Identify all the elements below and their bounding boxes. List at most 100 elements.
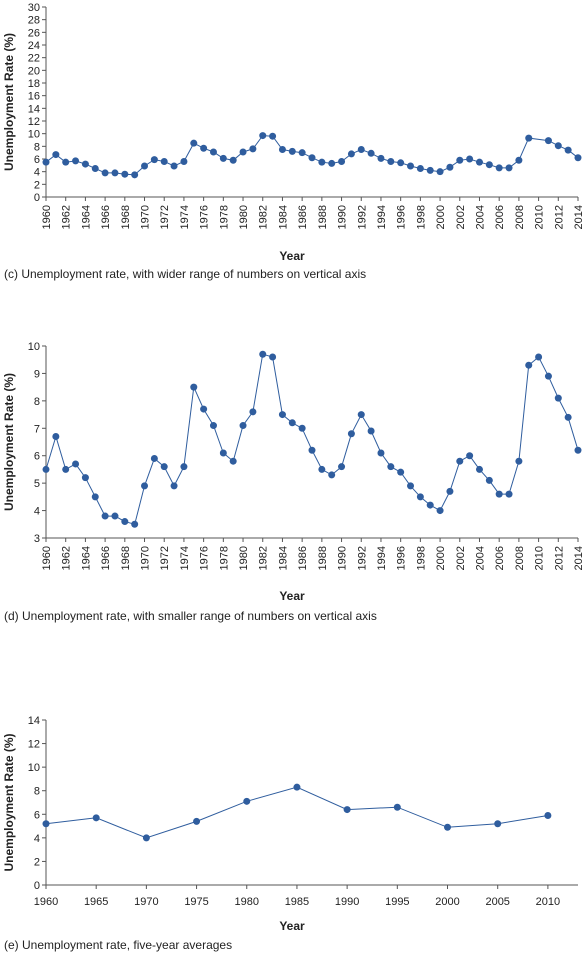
data-point — [485, 476, 493, 484]
y-tick-label: 14 — [28, 715, 40, 727]
data-point — [62, 465, 70, 473]
data-point — [505, 164, 513, 172]
data-point — [193, 817, 201, 825]
x-tick-label: 1982 — [258, 546, 270, 570]
x-tick-label: 1972 — [159, 205, 171, 229]
data-point — [229, 156, 237, 164]
data-point — [269, 353, 277, 361]
data-point — [288, 419, 296, 427]
y-tick-label: 18 — [28, 78, 40, 90]
x-tick-label: 1990 — [337, 205, 349, 229]
data-point — [515, 156, 523, 164]
data-point — [278, 146, 286, 153]
data-point — [200, 405, 208, 413]
x-tick-label: 2004 — [474, 546, 486, 570]
data-point — [357, 411, 365, 419]
data-point — [574, 446, 582, 454]
x-tick-label: 1964 — [80, 546, 92, 570]
data-point — [288, 147, 296, 155]
x-tick-label: 1995 — [385, 896, 409, 908]
x-tick-label: 1990 — [335, 896, 359, 908]
data-point — [62, 158, 70, 166]
x-tick-label: 1980 — [235, 896, 259, 908]
x-tick-label: 1990 — [337, 546, 349, 570]
x-tick-label: 1978 — [218, 546, 230, 570]
y-tick-label: 6 — [34, 154, 40, 166]
x-tick-label: 1978 — [218, 205, 230, 229]
y-axis-title: Unemployment Rate (%) — [2, 33, 16, 171]
y-tick-label: 8 — [34, 141, 40, 153]
y-tick-label: 20 — [28, 65, 40, 77]
data-point — [190, 139, 198, 147]
data-point — [407, 482, 415, 490]
x-tick-label: 1974 — [179, 205, 191, 229]
data-point — [416, 493, 424, 501]
y-tick-label: 22 — [28, 53, 40, 65]
x-tick-label: 2012 — [553, 205, 565, 229]
data-point — [387, 158, 395, 166]
y-tick-label: 6 — [34, 809, 40, 821]
data-point — [564, 146, 572, 154]
data-point — [544, 137, 552, 145]
x-tick-label: 1984 — [277, 546, 289, 570]
x-tick-label: 2014 — [573, 546, 585, 570]
x-tick-label: 1986 — [297, 546, 309, 570]
x-tick-label: 1968 — [120, 205, 132, 229]
data-point — [446, 487, 454, 495]
data-point — [101, 169, 109, 177]
data-point — [298, 149, 306, 157]
x-tick-label: 1960 — [41, 546, 53, 570]
x-axis-title: Year — [279, 589, 305, 603]
y-tick-label: 26 — [28, 27, 40, 39]
data-point — [436, 507, 444, 515]
data-point — [293, 783, 301, 791]
y-axis-title: Unemployment Rate (%) — [2, 373, 16, 511]
x-tick-label: 1998 — [415, 546, 427, 570]
x-tick-label: 2010 — [536, 896, 560, 908]
data-point — [111, 169, 119, 177]
data-point — [564, 413, 572, 421]
y-tick-label: 16 — [28, 91, 40, 103]
x-axis-title: Year — [279, 249, 305, 263]
data-point — [170, 482, 178, 490]
data-point — [239, 422, 247, 430]
chart-1: 3 4 5 6 7 8 9 10 1960 1962 1964 1966 1968 1970 1972 197… — [2, 341, 585, 623]
y-tick-label: 14 — [28, 103, 40, 115]
data-point — [142, 834, 150, 842]
data-point — [91, 493, 99, 501]
data-point — [52, 433, 60, 441]
data-point — [92, 814, 100, 822]
x-tick-label: 1960 — [34, 896, 58, 908]
y-tick-label: 8 — [34, 786, 40, 798]
x-axis-title: Year — [279, 919, 305, 933]
x-tick-label: 1996 — [396, 546, 408, 570]
data-point — [160, 463, 168, 471]
data-point — [515, 457, 523, 465]
x-tick-label: 2010 — [534, 205, 546, 229]
data-point — [426, 501, 434, 509]
data-point — [367, 149, 375, 157]
data-point — [141, 482, 149, 490]
data-point — [343, 806, 351, 814]
data-point — [347, 150, 355, 158]
data-point — [42, 158, 50, 166]
data-point — [141, 162, 149, 170]
data-point — [328, 159, 336, 167]
data-point — [121, 518, 129, 526]
y-tick-label: 5 — [34, 478, 40, 490]
x-tick-label: 1988 — [317, 205, 329, 229]
data-point — [42, 465, 50, 473]
y-tick-label: 9 — [34, 368, 40, 380]
data-point — [190, 383, 198, 391]
data-point — [121, 170, 129, 178]
y-tick-label: 24 — [28, 40, 40, 52]
data-point — [239, 148, 247, 156]
x-tick-label: 2000 — [435, 896, 459, 908]
data-point — [328, 471, 336, 479]
data-point — [494, 820, 502, 828]
data-point — [544, 811, 552, 819]
x-tick-label: 1980 — [238, 205, 250, 229]
data-point — [397, 468, 405, 476]
data-point — [219, 154, 227, 162]
x-tick-label: 1980 — [238, 546, 250, 570]
